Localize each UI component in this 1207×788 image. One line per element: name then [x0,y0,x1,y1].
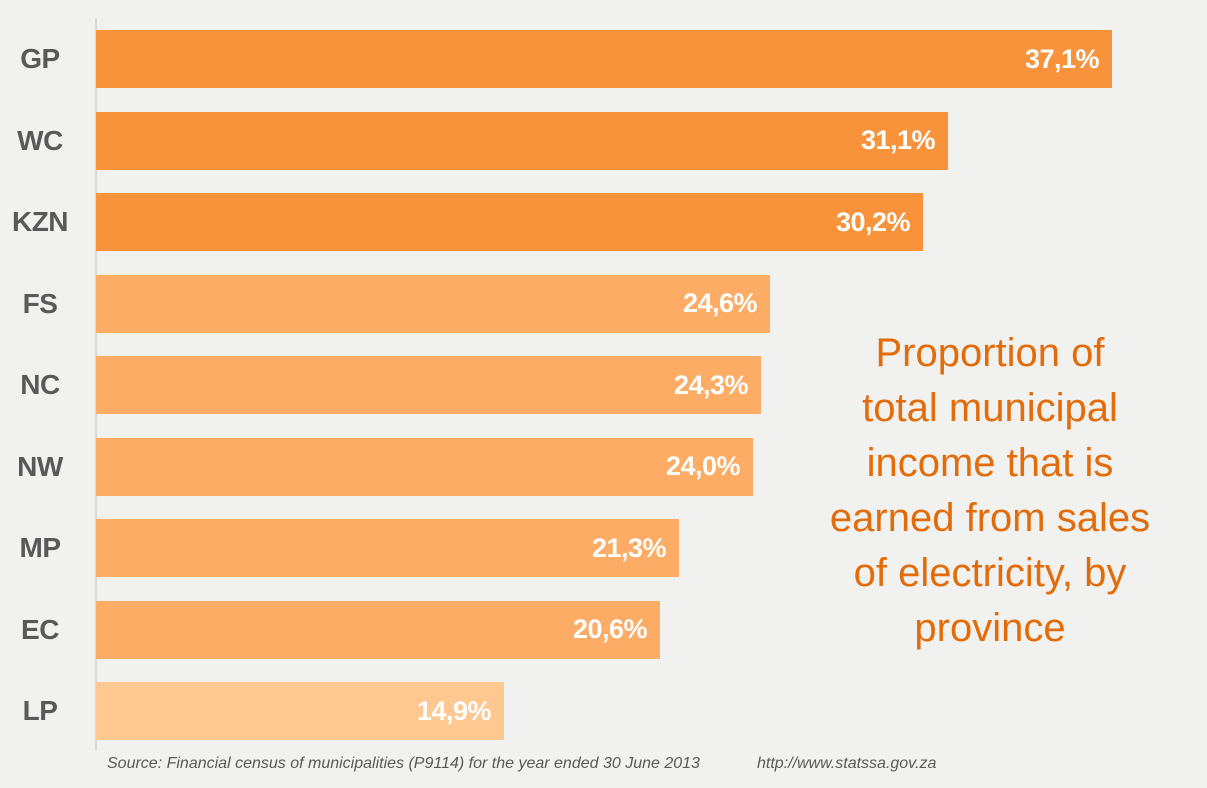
bar: 30,2% [96,193,923,251]
category-label: WC [17,124,63,156]
bar: 24,3% [96,356,761,414]
chart-title-line: total municipal [862,386,1118,430]
bar-row: NC 24,3% [0,356,1207,414]
category-label: EC [21,613,59,645]
bar-row: WC 31,1% [0,111,1207,170]
category-label: NC [20,369,60,400]
category-label: NW [17,450,63,482]
category-label: MP [19,532,62,563]
category-label: LP [22,695,58,726]
value-label: 20,6% [572,614,648,644]
bar-row: FS 24,6% [0,274,1207,333]
bar: 31,1% [96,111,948,170]
source-url: http://www.statssa.gov.za [757,755,937,772]
bar: 24,0% [96,437,753,496]
bar-row: NW 24,0% [0,437,1207,496]
bar-row: GP 37,1% [0,30,1207,88]
bar-row: EC 20,6% [0,600,1207,659]
value-label: 24,3% [673,369,749,400]
source-note: Source: Financial census of municipaliti… [107,755,700,772]
value-label: 21,3% [591,532,667,563]
value-label: 30,2% [835,206,911,237]
category-label: GP [20,43,60,74]
bar-row: KZN 30,2% [0,193,1207,251]
chart-title-line: province [914,606,1066,650]
bar: 24,6% [96,274,770,333]
bar: 21,3% [96,519,679,577]
value-label: 24,0% [665,451,741,481]
bar-row: MP 21,3% [0,519,1207,577]
value-label: 24,6% [682,288,758,318]
chart-title: Proportion of total municipal income tha… [795,326,1185,656]
chart-title-line: Proportion of [875,331,1105,375]
bar: 37,1% [96,30,1112,88]
chart-title-line: earned from sales [829,496,1151,540]
chart-title-line: of electricity, by [853,551,1127,595]
bar-row: LP 14,9% [0,682,1207,740]
bar: 20,6% [96,600,660,659]
bar: 14,9% [96,682,504,740]
bar-rows: GP 37,1% WC 31,1% KZN 30,2% FS 24,6% [0,30,1207,764]
value-label: 14,9% [416,695,492,726]
value-label: 31,1% [860,125,936,155]
value-label: 37,1% [1024,43,1100,74]
chart-title-line: income that is [866,441,1114,485]
category-label: KZN [11,206,69,237]
category-label: FS [22,287,58,319]
